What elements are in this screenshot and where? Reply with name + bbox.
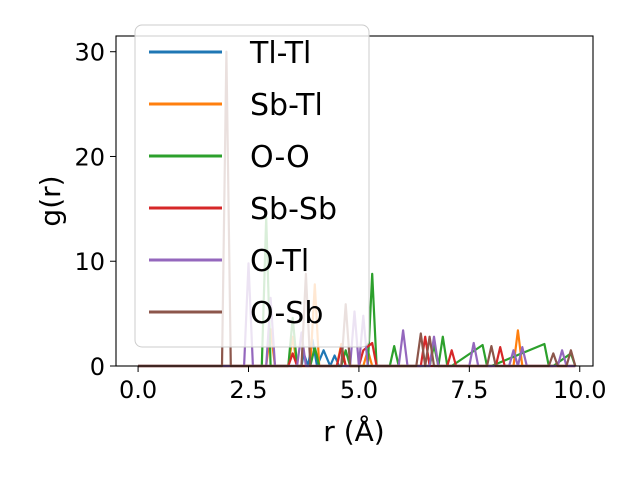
legend: Tl-Tl Sb-Tl O-O Sb-Sb O-Tl O-Sb — [134, 24, 370, 348]
legend-label-o-o: O-O — [250, 140, 310, 175]
legend-label-sb-tl: Sb-Tl — [250, 88, 323, 123]
y-axis-label: g(r) — [34, 175, 67, 226]
legend-label-o-sb: O-Sb — [250, 296, 323, 331]
x-tick-label: 2.5 — [229, 376, 267, 404]
x-tick-label: 0.0 — [119, 376, 157, 404]
y-tick-label: 0 — [90, 353, 105, 381]
y-axis-ticks: 0 10 20 30 — [74, 39, 116, 381]
legend-label-sb-sb: Sb-Sb — [250, 192, 337, 227]
y-tick-label: 30 — [74, 39, 105, 67]
legend-label-o-tl: O-Tl — [250, 244, 309, 279]
x-tick-label: 10.0 — [553, 376, 606, 404]
legend-items: Tl-Tl Sb-Tl O-O Sb-Sb O-Tl O-Sb — [149, 36, 337, 331]
y-tick-label: 20 — [74, 143, 105, 171]
legend-label-tl-tl: Tl-Tl — [249, 36, 311, 71]
x-axis-ticks: 0.0 2.5 5.0 7.5 10.0 — [119, 366, 606, 404]
x-axis-label: r (Å) — [323, 414, 384, 448]
x-tick-label: 5.0 — [340, 376, 378, 404]
x-tick-label: 7.5 — [450, 376, 488, 404]
y-tick-label: 10 — [74, 248, 105, 276]
